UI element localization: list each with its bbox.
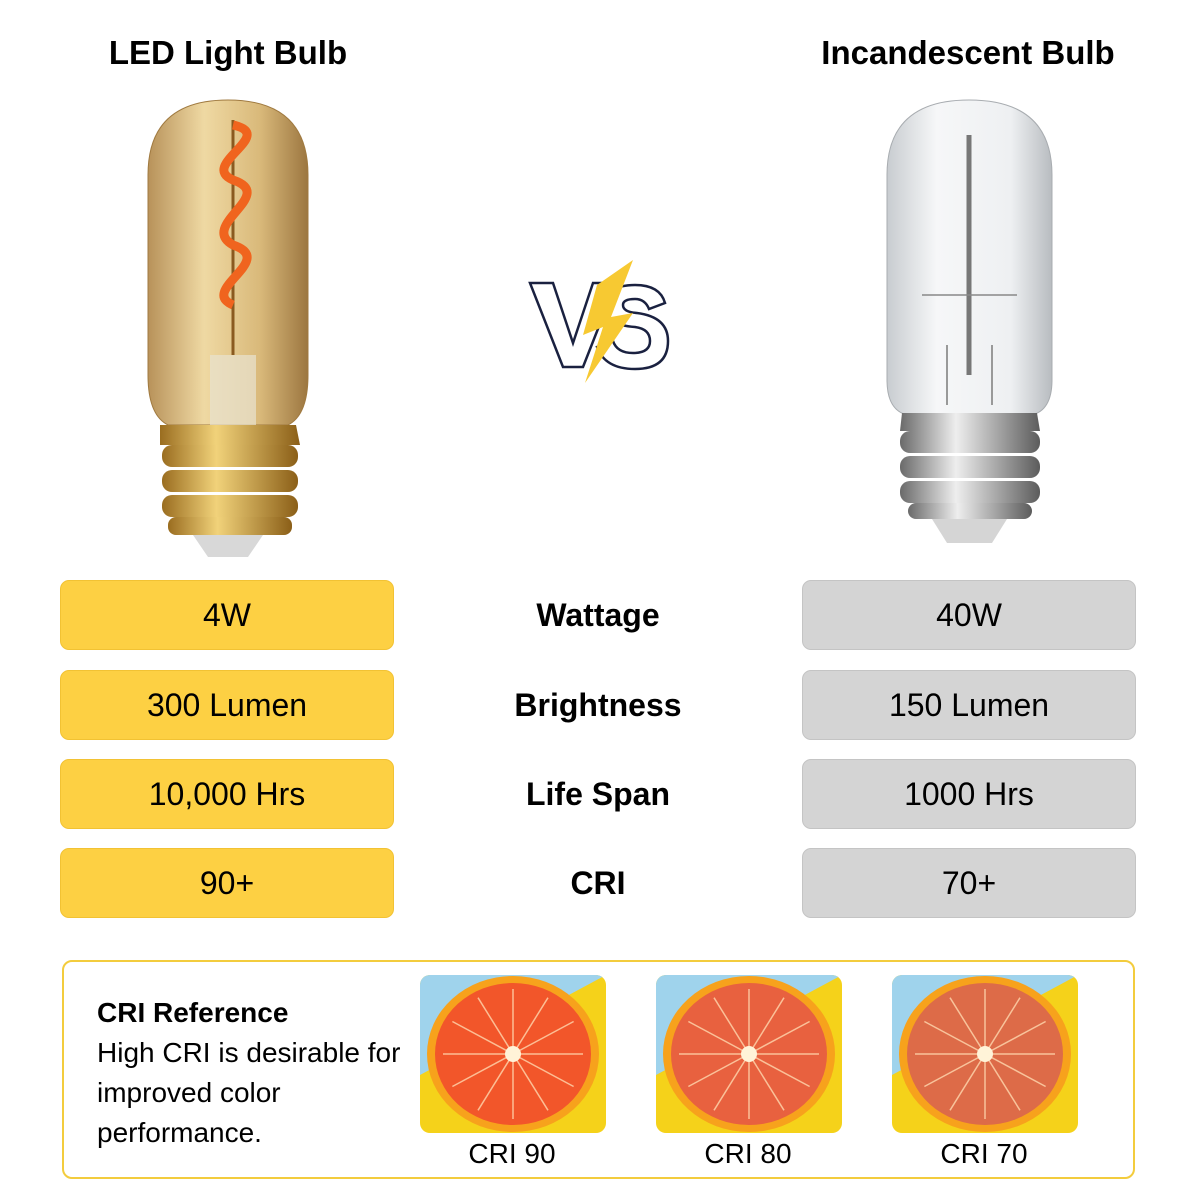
orange-sample-image [656,975,842,1133]
led-lifespan: 10,000 Hrs [60,759,394,829]
led-title: LED Light Bulb [108,34,348,71]
led-bulb-image [147,99,309,557]
cri-reference-description: High CRI is desirable for improved color… [97,1037,401,1148]
cri-sample-label: CRI 70 [940,1138,1028,1169]
cri-reference-text: CRI Reference High CRI is desirable for … [97,993,407,1153]
metric-wattage: Wattage [536,596,660,633]
cri-reference-panel [62,960,1135,1179]
led-wattage: 4W [60,580,394,650]
incandescent-bulb-image [886,99,1053,543]
cri-reference-title: CRI Reference [97,997,289,1028]
incandescent-title: Incandescent Bulb [821,34,1115,71]
metric-cri: CRI [570,864,626,901]
led-cri: 90+ [60,848,394,918]
cri-sample-label: CRI 90 [468,1138,556,1169]
orange-sample-image [420,975,606,1133]
incandescent-cri: 70+ [802,848,1136,918]
vs-logo [528,260,670,383]
cri-sample-label: CRI 80 [704,1138,792,1169]
incandescent-wattage: 40W [802,580,1136,650]
led-brightness: 300 Lumen [60,670,394,740]
metric-brightness: Brightness [514,686,682,723]
incandescent-lifespan: 1000 Hrs [802,759,1136,829]
metric-lifespan: Life Span [525,775,670,812]
orange-sample-image [892,975,1078,1133]
incandescent-brightness: 150 Lumen [802,670,1136,740]
